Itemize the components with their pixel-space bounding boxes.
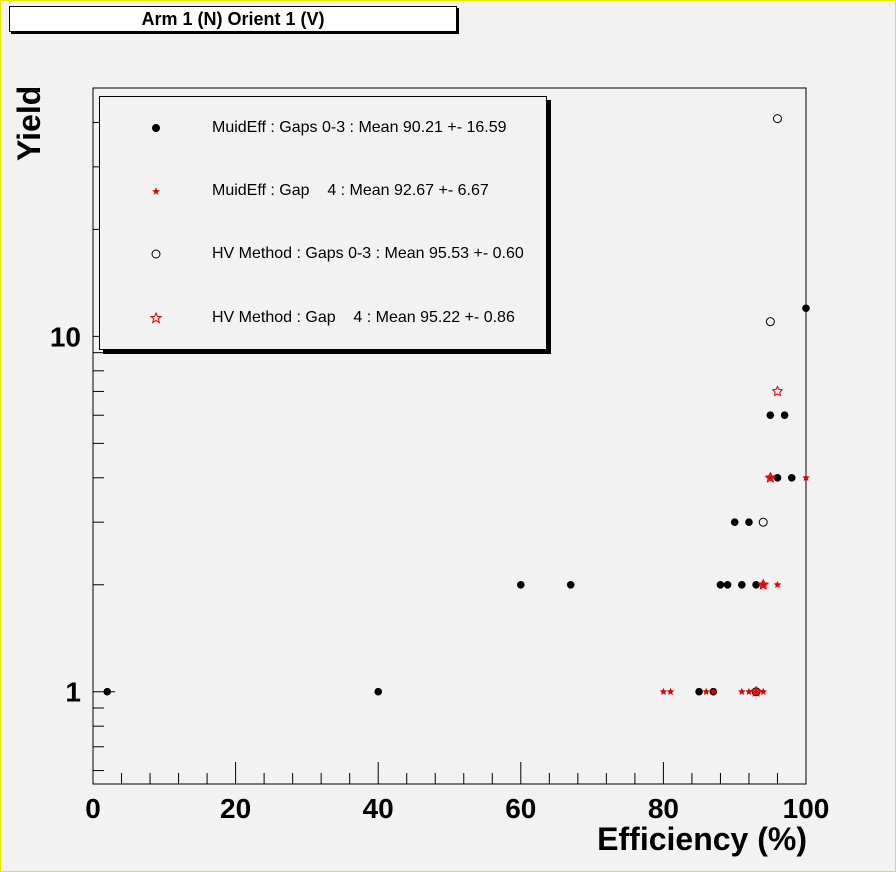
data-point-muideff-gaps-0-3 <box>752 580 760 589</box>
data-point-muideff-gap-4 <box>759 580 768 588</box>
legend-item-muideff-gaps-0-3: MuidEff : Gaps 0-3 : Mean 90.21 +- 16.59 <box>100 116 546 140</box>
data-point-hv-gaps-0-3 <box>772 114 782 124</box>
y-axis-title: Yield <box>11 85 47 161</box>
data-point-muideff-gaps-0-3 <box>802 304 810 313</box>
x-axis-title: Efficiency (%) <box>597 821 807 857</box>
data-point-muideff-gap-4 <box>766 473 775 482</box>
data-point-muideff-gaps-0-3 <box>695 687 703 696</box>
data-point-muideff-gap-4 <box>759 687 768 695</box>
data-point-muideff-gap-4 <box>659 687 668 695</box>
data-point-muideff-gap-4 <box>709 687 718 695</box>
data-point-muideff-gaps-0-3 <box>745 518 753 526</box>
data-point-muideff-gaps-0-3 <box>780 411 789 420</box>
data-point-hv-gap-4 <box>757 578 770 590</box>
data-point-muideff-gap-4 <box>702 687 710 695</box>
y-tick-label: 10 <box>50 321 81 352</box>
data-point-muideff-gap-4 <box>802 473 810 482</box>
y-tick-label: 1 <box>65 677 81 708</box>
data-point-hv-gap-4 <box>764 471 777 483</box>
data-point-muideff-gap-4 <box>752 687 760 695</box>
x-tick-label: 100 <box>783 793 830 824</box>
filled-circle-icon <box>152 124 160 132</box>
data-point-muideff-gap-4 <box>738 687 746 695</box>
legend-item-hv-gaps-0-3: HV Method : Gaps 0-3 : Mean 95.53 +- 0.6… <box>100 242 546 266</box>
points-layer <box>103 114 810 697</box>
data-point-hv-gap-4 <box>750 685 762 697</box>
legend-label: HV Method : Gaps 0-3 : Mean 95.53 +- 0.6… <box>212 245 524 262</box>
data-point-muideff-gaps-0-3 <box>738 580 746 589</box>
data-point-muideff-gaps-0-3 <box>716 580 725 589</box>
x-tick-label: 40 <box>363 793 394 824</box>
data-point-muideff-gap-4 <box>666 687 675 695</box>
x-tick-label: 20 <box>220 793 251 824</box>
open-star-icon <box>149 311 163 324</box>
data-point-muideff-gaps-0-3 <box>374 687 383 696</box>
data-point-muideff-gaps-0-3 <box>103 687 112 696</box>
data-point-muideff-gaps-0-3 <box>787 473 796 482</box>
data-point-hv-gaps-0-3 <box>758 517 768 527</box>
data-point-muideff-gap-4 <box>773 580 782 588</box>
chart-title: Arm 1 (N) Orient 1 (V) <box>9 6 457 32</box>
data-point-muideff-gaps-0-3 <box>773 473 782 482</box>
x-tick-label: 80 <box>648 793 679 824</box>
data-point-hv-gaps-0-3 <box>765 317 775 327</box>
open-circle-icon <box>151 249 161 259</box>
legend: MuidEff : Gaps 0-3 : Mean 90.21 +- 16.59… <box>99 96 547 350</box>
data-point-muideff-gaps-0-3 <box>723 580 732 589</box>
data-point-hv-gap-4 <box>771 385 784 397</box>
x-tick-label: 60 <box>505 793 536 824</box>
data-point-muideff-gaps-0-3 <box>730 518 739 526</box>
data-point-muideff-gap-4 <box>745 687 753 695</box>
legend-label: HV Method : Gap 4 : Mean 95.22 +- 0.86 <box>212 309 515 326</box>
legend-item-hv-gap-4: HV Method : Gap 4 : Mean 95.22 +- 0.86 <box>100 306 546 330</box>
legend-item-muideff-gap-4: MuidEff : Gap 4 : Mean 92.67 +- 6.67 <box>100 179 546 203</box>
axes-layer: 0 20 40 60 80 100 1 10 <box>50 87 830 824</box>
data-point-muideff-gaps-0-3 <box>566 580 575 589</box>
legend-label: MuidEff : Gap 4 : Mean 92.67 +- 6.67 <box>212 182 489 199</box>
small-star-icon <box>152 187 160 195</box>
data-point-muideff-gaps-0-3 <box>517 580 525 589</box>
x-tick-label: 0 <box>85 793 101 824</box>
data-point-muideff-gaps-0-3 <box>766 411 775 420</box>
legend-label: MuidEff : Gaps 0-3 : Mean 90.21 +- 16.59 <box>212 119 507 136</box>
